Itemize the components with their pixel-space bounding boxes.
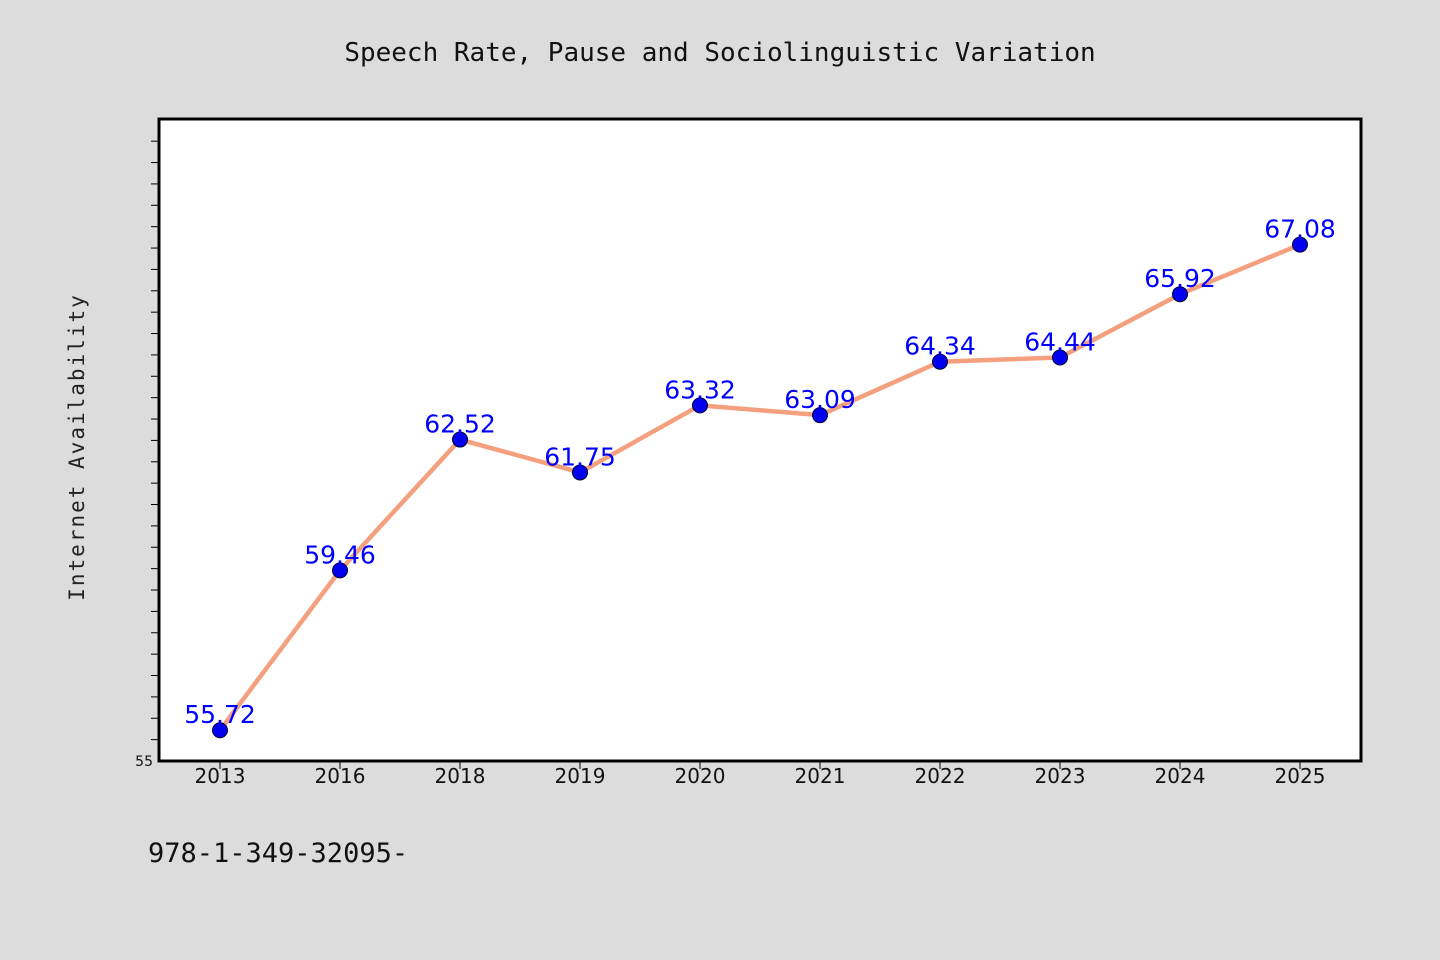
data-point [572, 464, 588, 481]
x-axis-ticks: 2013 2016 2018 2019 2020 2021 2022 2023 2024 2025 [195, 761, 1326, 788]
data-label: 65.92 [1144, 264, 1216, 293]
x-axis-tick-label: 2025 [1275, 764, 1326, 788]
data-label: 59.46 [304, 540, 376, 569]
x-axis-tick-label: 2023 [1035, 764, 1086, 788]
y-axis-label: Internet Availability [65, 293, 89, 601]
x-axis-tick-label: 2021 [795, 764, 846, 788]
x-axis-tick-label: 2018 [435, 764, 486, 788]
data-label: 64.44 [1024, 327, 1096, 356]
data-point [452, 431, 468, 448]
series-line [218, 242, 1301, 732]
data-label: 63.09 [784, 385, 856, 414]
footer-isbn-text: 978-1-349-32095- [148, 838, 408, 869]
data-point [692, 397, 708, 414]
data-labels-group: 55.72 59.46 62.52 61.75 63.32 63.09 64.34 64.44… [184, 215, 1336, 730]
data-label: 55.72 [184, 700, 256, 729]
plot-area [157, 117, 1363, 763]
chart-title: Speech Rate, Pause and Sociolinguistic V… [344, 38, 1095, 68]
data-point [1172, 286, 1188, 303]
y-axis-tick-label: 55 [135, 754, 153, 770]
data-label: 64.34 [904, 332, 976, 361]
data-label: 62.52 [424, 410, 496, 439]
data-label: 67.08 [1264, 215, 1336, 244]
data-label: 61.75 [544, 442, 616, 471]
x-axis-tick-label: 2016 [315, 764, 366, 788]
series-line-group [218, 242, 1301, 732]
data-label: 63.32 [664, 375, 736, 404]
x-axis-tick-label: 2020 [675, 764, 726, 788]
x-axis-tick-label: 2022 [915, 764, 966, 788]
data-point [212, 722, 228, 739]
data-point [812, 407, 828, 424]
data-point [1292, 236, 1308, 253]
x-axis-tick-label: 2024 [1155, 764, 1206, 788]
y-axis-ticks: 55 [135, 140, 159, 770]
x-axis-tick-label: 2019 [555, 764, 606, 788]
data-point [932, 353, 948, 370]
data-point [332, 562, 348, 579]
series-points-group [212, 236, 1308, 739]
data-point [1052, 349, 1068, 366]
x-axis-tick-label: 2013 [195, 764, 246, 788]
